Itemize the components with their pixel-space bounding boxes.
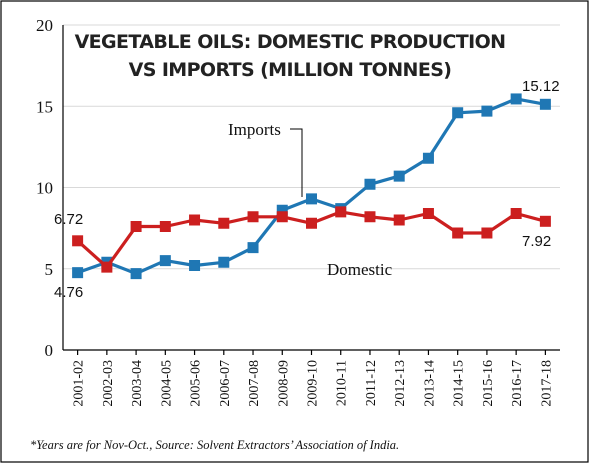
y-tick-label-5: 5: [45, 260, 54, 279]
marker-domestic-2009-10: [306, 217, 317, 229]
data-label-imports-end: 15.12: [522, 78, 560, 95]
x-tick-label-2001-02: 2001-02: [72, 360, 87, 407]
series: [72, 93, 551, 280]
x-tick-label-2004-05: 2004-05: [159, 360, 174, 407]
chart-title-line-2: VS IMPORTS (MILLION TONNES): [129, 59, 452, 81]
x-tick-label-2016-17: 2016-17: [510, 360, 525, 407]
y-tick-label-20: 20: [36, 16, 53, 35]
x-tick-label-2008-09: 2008-09: [276, 360, 291, 407]
marker-domestic-2006-07: [218, 217, 230, 229]
marker-imports-2001-02: [72, 267, 84, 279]
x-tick-label-2002-03: 2002-03: [101, 360, 116, 407]
marker-domestic-2003-04: [130, 221, 142, 232]
marker-domestic-2004-05: [159, 221, 171, 232]
marker-imports-2006-07: [218, 256, 230, 268]
marker-domestic-2002-03: [101, 261, 113, 273]
marker-domestic-2008-09: [276, 211, 288, 223]
marker-domestic-2012-13: [393, 214, 405, 226]
x-tick-label-2017-18: 2017-18: [539, 360, 554, 407]
x-tick-label-2012-13: 2012-13: [393, 360, 408, 407]
marker-domestic-2013-14: [422, 208, 434, 219]
marker-imports-2012-13: [393, 170, 405, 182]
footnote: *Years are for Nov-Oct., Source: Solvent…: [30, 438, 399, 452]
marker-domestic-2007-08: [247, 211, 259, 223]
series-label-domestic: Domestic: [327, 260, 393, 279]
series-label-imports: Imports: [228, 120, 281, 139]
x-tick-label-2010-11: 2010-11: [335, 360, 350, 406]
chart-title-line-1: VEGETABLE OILS: DOMESTIC PRODUCTION: [75, 31, 506, 53]
y-tick-label-15: 15: [36, 97, 53, 116]
x-tick-label-2011-12: 2011-12: [364, 360, 379, 406]
marker-domestic-2014-15: [452, 227, 464, 239]
marker-domestic-2001-02: [72, 235, 84, 247]
marker-imports-2005-06: [189, 260, 201, 271]
x-axis-ticks: 2001-02 2002-03 2003-04 2004-05 2005-06 2006-…: [72, 360, 555, 407]
marker-imports-2007-08: [247, 242, 259, 254]
x-tick-label-2005-06: 2005-06: [189, 360, 204, 407]
data-label-domestic-start: 6.72: [54, 211, 83, 228]
marker-domestic-2017-18: [539, 215, 551, 227]
y-tick-label-0: 0: [45, 341, 54, 360]
marker-imports-2013-14: [422, 152, 434, 164]
data-label-imports-start: 4.76: [54, 284, 83, 301]
marker-imports-2008-09: [276, 204, 288, 216]
x-tick-label-2007-08: 2007-08: [247, 360, 262, 407]
x-tick-label-2015-16: 2015-16: [481, 360, 496, 407]
marker-imports-2004-05: [159, 255, 171, 267]
marker-domestic-2016-17: [510, 208, 522, 219]
marker-imports-2016-17: [510, 93, 522, 105]
x-tick-label-2013-14: 2013-14: [422, 360, 437, 407]
x-tick-label-2009-10: 2009-10: [306, 360, 321, 407]
marker-imports-2015-16: [481, 105, 493, 117]
imports-callout-line: [290, 128, 303, 197]
marker-domestic-2011-12: [364, 211, 376, 223]
marker-imports-2009-10: [306, 193, 317, 205]
axes: [62, 25, 560, 355]
marker-imports-2003-04: [130, 268, 142, 280]
marker-domestic-2010-11: [335, 206, 347, 218]
y-axis-ticks: 0 5 10 15 20: [36, 16, 53, 360]
marker-imports-2011-12: [364, 178, 376, 190]
marker-imports-2014-15: [452, 107, 464, 119]
series-line-imports: [77, 97, 546, 276]
marker-domestic-2015-16: [481, 227, 493, 239]
marker-imports-2017-18: [539, 98, 551, 110]
y-tick-label-10: 10: [36, 179, 53, 198]
marker-domestic-2005-06: [189, 214, 201, 226]
x-tick-label-2006-07: 2006-07: [218, 360, 233, 407]
x-tick-label-2014-15: 2014-15: [452, 360, 467, 407]
gridlines: [63, 24, 560, 270]
data-label-domestic-end: 7.92: [522, 233, 551, 250]
x-tick-label-2003-04: 2003-04: [130, 360, 145, 407]
